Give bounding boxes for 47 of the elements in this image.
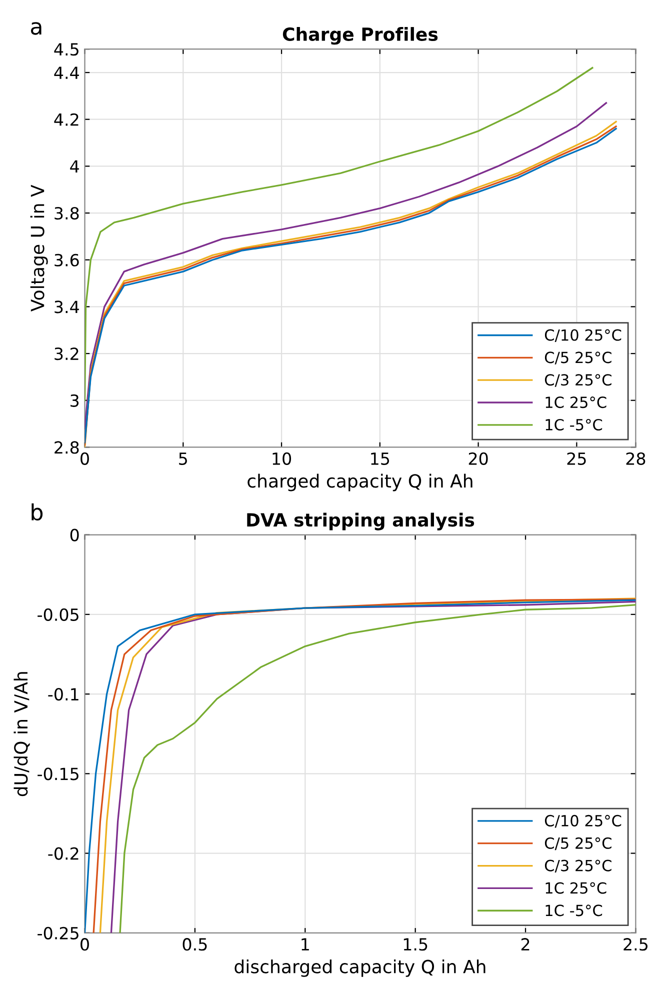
y-tick-label: -0.1	[48, 688, 78, 701]
x-tick-label: 0	[80, 452, 89, 465]
y-tick-label: 4.5	[54, 43, 78, 56]
y-tick-label: 3	[70, 394, 79, 407]
legend-label: 1C 25°C	[546, 396, 606, 408]
x-tick-label: 2	[521, 938, 530, 950]
x-tick-label: 20	[468, 452, 488, 465]
y-tick-label: 3.8	[54, 206, 79, 220]
x-tick-label: 28	[626, 452, 646, 465]
text: b	[32, 503, 43, 521]
legend-label: C/5 25°C	[544, 352, 612, 364]
y-tick-label: 4	[70, 160, 79, 173]
x-tick-label: 0.5	[182, 938, 207, 951]
y-tick-label: 4.4	[54, 66, 79, 79]
x-tick-label: 1	[302, 938, 309, 950]
chart-title: Charge Profiles	[282, 27, 438, 45]
y-tick-label: 3.6	[54, 254, 79, 266]
y-axis-title: dU/dQ in V/Ah	[14, 672, 30, 796]
x-tick-label: 25	[567, 452, 586, 465]
y-tick-label: -0.2	[48, 847, 78, 860]
y-tick-label: -0.15	[38, 768, 78, 780]
y-tick-label: 3.2	[54, 348, 78, 360]
y-tick-label: -0.25	[38, 926, 78, 940]
x-tick-label: 2.5	[624, 938, 648, 951]
legend-label: 1C -5°C	[546, 904, 602, 916]
x-tick-label: 0	[80, 938, 89, 951]
legend-label: C/10 25°C	[544, 814, 622, 828]
legend-label: C/3 25°C	[544, 860, 612, 873]
y-tick-label: -0.05	[38, 608, 78, 621]
x-tick-label: 5	[179, 452, 187, 465]
x-tick-label: 1.5	[404, 938, 428, 951]
x-axis-title: charged capacity Q in Ah	[248, 474, 472, 492]
x-tick-label: 15	[371, 452, 390, 465]
y-tick-label: 0	[70, 528, 79, 542]
y-axis-title: Voltage U in V	[30, 184, 48, 312]
y-tick-label: 2.8	[54, 441, 79, 454]
chart-title: DVA stripping analysis	[247, 512, 474, 530]
text: a	[31, 22, 42, 35]
y-tick-label: 3.4	[54, 300, 79, 314]
legend-label: C/5 25°C	[544, 837, 612, 850]
legend-label: C/10 25°C	[544, 329, 622, 342]
x-axis-title: discharged capacity Q in Ah	[234, 959, 486, 977]
legend-label: 1C 25°C	[546, 882, 606, 894]
legend-label: 1C -5°C	[546, 418, 602, 430]
legend-label: C/3 25°C	[544, 374, 612, 387]
y-tick-label: 4.2	[54, 113, 78, 126]
x-tick-label: 10	[272, 452, 292, 465]
